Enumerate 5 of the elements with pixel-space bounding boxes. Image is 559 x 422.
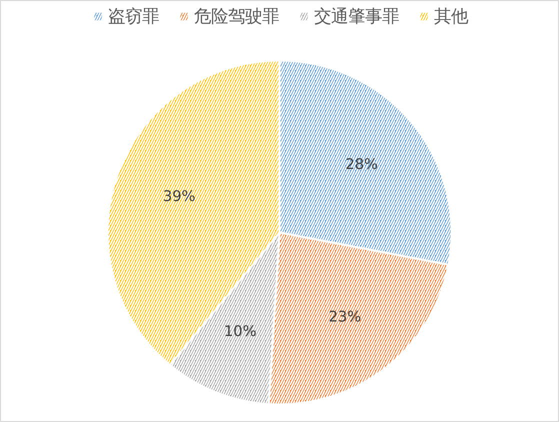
legend-label: 其他 xyxy=(434,6,468,28)
legend-label: 危险驾驶罪 xyxy=(194,6,279,28)
legend-label: 盗窃罪 xyxy=(108,6,159,28)
legend-label: 交通肇事罪 xyxy=(314,6,399,28)
data-label: 10% xyxy=(224,323,257,340)
